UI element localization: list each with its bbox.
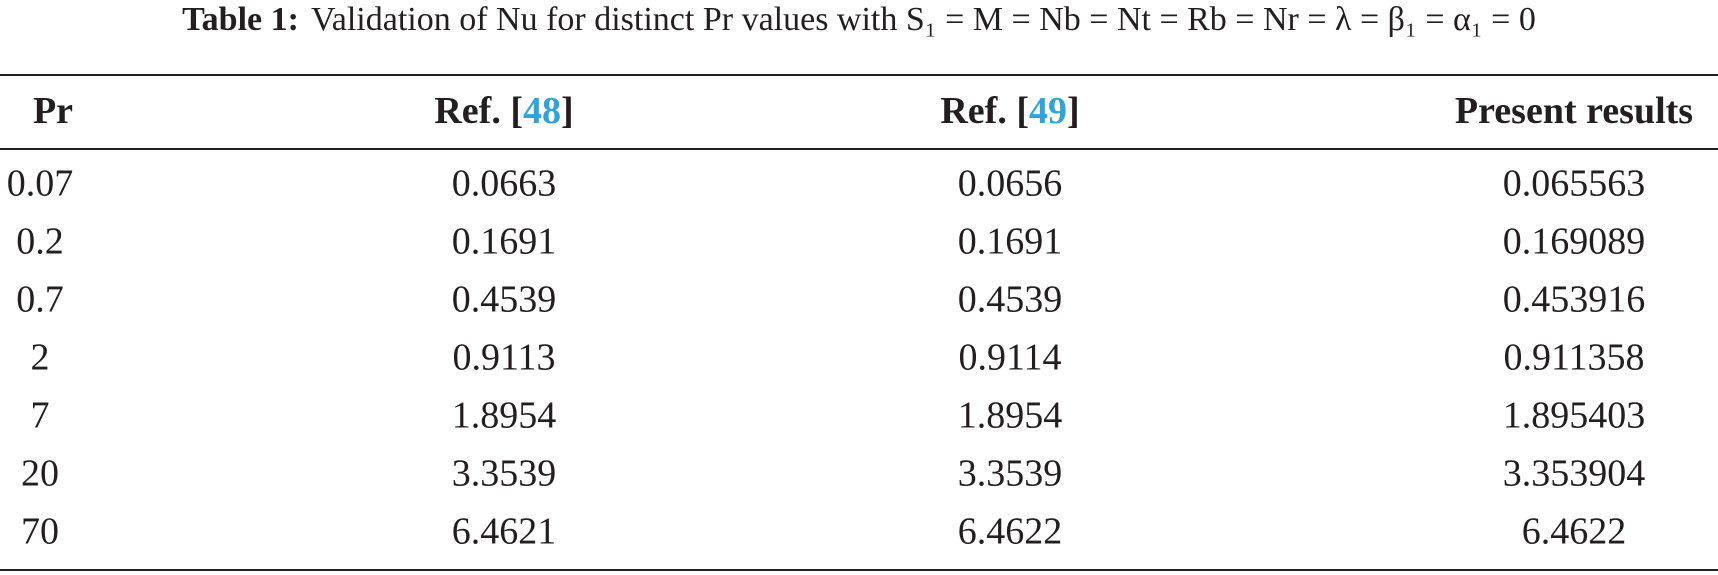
table-cell: 6.4621: [452, 511, 557, 553]
table-cell: 0.911358: [1503, 337, 1644, 379]
header-cell: Present results: [1455, 90, 1693, 132]
table-cell: 0.169089: [1503, 221, 1646, 263]
header-cell: Ref. [49]: [940, 90, 1079, 132]
table-cell: 0.7: [16, 279, 64, 321]
table-cell: 0.2: [16, 221, 64, 263]
table-cell: 0.4539: [958, 279, 1063, 321]
caption-text: Validation of Nu for distinct Pr values …: [311, 1, 1536, 38]
table-cell: 1.895403: [1503, 395, 1646, 437]
header-text: ]: [1067, 90, 1080, 132]
table-cell: 7: [31, 395, 50, 437]
header-text: Pr: [33, 90, 73, 132]
header-text: ]: [561, 90, 574, 132]
table-cell: 0.453916: [1503, 279, 1646, 321]
table-cell: 1.8954: [452, 395, 557, 437]
table-cell: 0.4539: [452, 279, 557, 321]
table-cell: 6.4622: [958, 511, 1063, 553]
table-cell: 3.3539: [452, 453, 557, 495]
header-text: Ref. [: [434, 90, 523, 132]
caption-label: Table 1:: [182, 1, 299, 38]
header-cell: Pr: [33, 90, 73, 132]
table-cell: 0.0663: [452, 163, 557, 205]
header-text: Ref. [: [940, 90, 1029, 132]
table-cell: 0.9114: [958, 337, 1061, 379]
reference-link: 48: [523, 90, 561, 132]
table-cell: 0.065563: [1503, 163, 1646, 205]
caption: Table 1: Validation of Nu for distinct Pr…: [182, 1, 1536, 38]
table-cell: 6.4622: [1522, 511, 1627, 553]
table-cell: 20: [21, 453, 59, 495]
table-cell: 1.8954: [958, 395, 1063, 437]
header-text: Present results: [1455, 90, 1693, 132]
table-cell: 0.07: [7, 163, 74, 205]
table-cell: 0.1691: [452, 221, 557, 263]
header-cell: Ref. [48]: [434, 90, 573, 132]
table-cell: 3.3539: [958, 453, 1063, 495]
table-cell: 0.0656: [958, 163, 1063, 205]
table-cell: 0.1691: [958, 221, 1063, 263]
table-cell: 0.9113: [452, 337, 555, 379]
table-cell: 3.353904: [1503, 453, 1646, 495]
reference-link: 49: [1029, 90, 1067, 132]
table-cell: 70: [21, 511, 59, 553]
table-cell: 2: [31, 337, 50, 379]
